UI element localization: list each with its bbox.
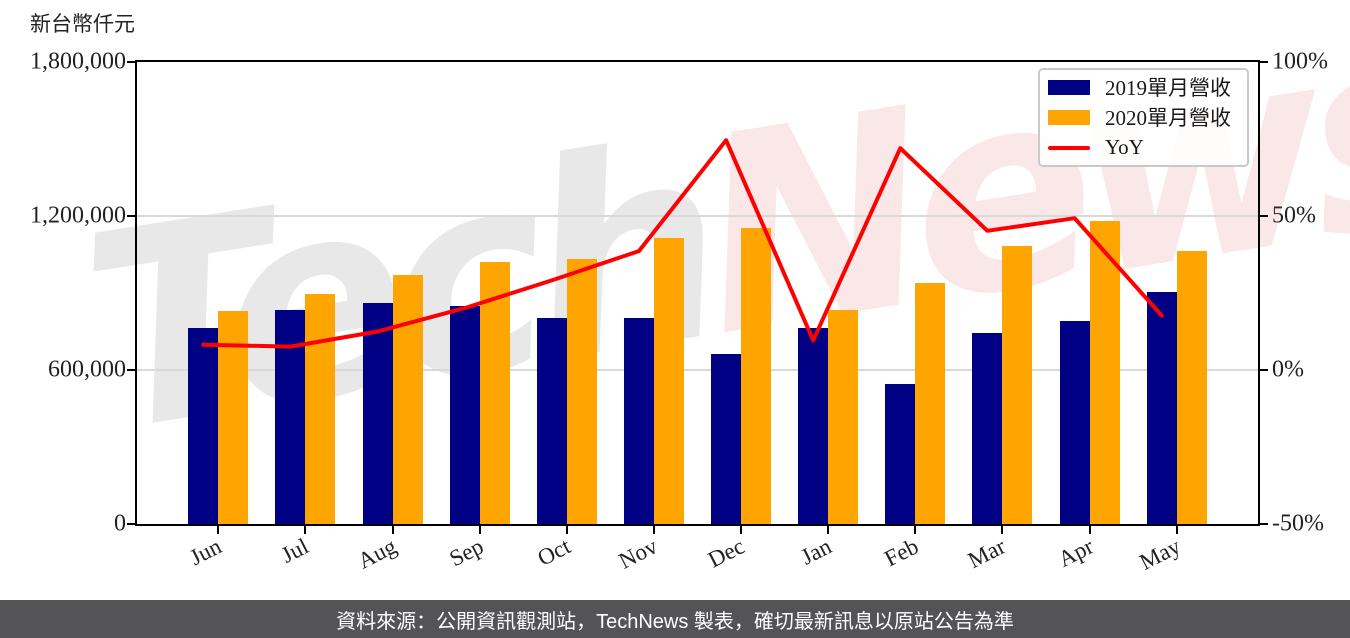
bar-2020-May <box>1176 251 1207 524</box>
bar-2020-Sep <box>479 261 510 524</box>
x-axis-month-label: May <box>1135 533 1185 575</box>
y-axis-left-label: 1,800,000 <box>30 48 126 75</box>
bar-2020-Jul <box>305 293 336 524</box>
x-axis-month-label: Jul <box>277 533 313 568</box>
bar-2019-Oct <box>536 318 567 524</box>
bar-2019-Apr <box>1059 320 1090 524</box>
y-axis-right-tick <box>1260 369 1268 371</box>
x-axis-month-label: Sep <box>445 533 488 572</box>
x-axis-tick <box>478 526 481 534</box>
bar-2019-Nov <box>623 317 654 524</box>
x-axis-month-label: Mar <box>964 533 1010 574</box>
x-axis-tick <box>914 526 917 534</box>
x-axis-tick <box>565 526 568 534</box>
y-axis-right-label: 50% <box>1272 202 1316 229</box>
y-axis-right-label: 100% <box>1272 48 1328 75</box>
y-axis-right-tick <box>1260 61 1268 63</box>
bar-2019-Dec <box>711 354 742 524</box>
x-axis-tick <box>827 526 830 534</box>
bar-2020-Feb <box>915 283 946 524</box>
y-axis-left-tick <box>127 215 135 217</box>
y-axis-left-tick <box>127 523 135 525</box>
y-axis-right-tick <box>1260 215 1268 217</box>
x-axis-tick <box>304 526 307 534</box>
x-axis-tick <box>1088 526 1091 534</box>
x-axis-month-label: Apr <box>1053 533 1098 572</box>
legend-item-label: YoY <box>1105 135 1144 160</box>
y-axis-right-tick <box>1260 523 1268 525</box>
yoy-line <box>201 138 1164 349</box>
x-axis-tick <box>391 526 394 534</box>
y-axis-right-label: 0% <box>1272 356 1304 383</box>
bar-2020-Oct <box>566 258 597 524</box>
plot-area: 2019單月營收 2020單月營收 YoY <box>135 60 1260 526</box>
y-axis-left-label: 1,200,000 <box>30 202 126 229</box>
legend-item-label: 2020單月營收 <box>1105 106 1231 131</box>
legend-line-swatch <box>1048 145 1090 150</box>
x-axis-month-label: Jun <box>185 533 226 571</box>
legend: 2019單月營收 2020單月營收 YoY <box>1038 68 1249 167</box>
bar-2020-Mar <box>1002 246 1033 524</box>
x-axis-month-label: Jan <box>796 533 836 570</box>
footer-source-text: 資料來源：公開資訊觀測站，TechNews 製表，確切最新訊息以原站公告為準 <box>336 610 1014 633</box>
bar-2020-Jan <box>828 309 859 524</box>
left-axis-unit-label: 新台幣仟元 <box>30 12 135 36</box>
legend-item: 2020單月營收 <box>1040 102 1247 132</box>
legend-item: YoY <box>1040 133 1247 163</box>
bar-2019-Sep <box>449 305 480 524</box>
legend-color-swatch <box>1048 109 1090 125</box>
bar-2019-Feb <box>885 383 916 524</box>
y-axis-left-tick <box>127 61 135 63</box>
legend-item: 2019單月營收 <box>1040 72 1247 102</box>
x-axis-tick <box>1175 526 1178 534</box>
bar-2020-Dec <box>741 227 772 524</box>
bar-2019-Aug <box>362 302 393 524</box>
bar-2020-Aug <box>392 275 423 524</box>
x-axis-month-label: Feb <box>880 533 923 572</box>
y-axis-right-label: -50% <box>1272 510 1324 537</box>
y-axis-left-label: 0 <box>114 510 126 537</box>
y-axis-left-tick <box>127 369 135 371</box>
x-axis-month-label: Nov <box>614 533 662 574</box>
x-axis-tick <box>740 526 743 534</box>
x-axis-tick <box>1001 526 1004 534</box>
x-axis-tick <box>217 526 220 534</box>
bar-2019-May <box>1146 292 1177 524</box>
legend-color-swatch <box>1048 79 1090 95</box>
bar-2019-Mar <box>972 332 1003 524</box>
gridline <box>137 369 1258 371</box>
x-axis-tick <box>652 526 655 534</box>
x-axis-month-label: Oct <box>533 533 575 571</box>
gridline <box>137 215 1258 217</box>
yoy-line-layer <box>201 138 1164 349</box>
x-axis-month-label: Dec <box>704 533 749 573</box>
bar-2020-Apr <box>1089 220 1120 524</box>
x-axis-month-label: Aug <box>353 533 400 574</box>
y-axis-left-label: 600,000 <box>48 356 126 383</box>
bar-2020-Nov <box>653 238 684 524</box>
bar-2019-Jun <box>188 327 219 524</box>
footer-bar: 資料來源：公開資訊觀測站，TechNews 製表，確切最新訊息以原站公告為準 <box>0 600 1350 638</box>
legend-item-label: 2019單月營收 <box>1105 76 1231 101</box>
bar-2019-Jan <box>798 328 829 524</box>
